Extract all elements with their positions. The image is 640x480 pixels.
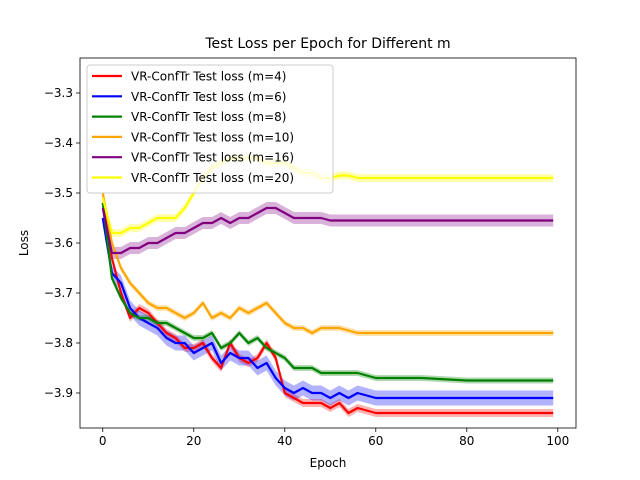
- x-axis-label: Epoch: [310, 456, 347, 470]
- series-line: [101, 206, 554, 255]
- series-band: [102, 210, 554, 406]
- x-tick-label: 80: [459, 434, 474, 448]
- y-axis-label: Loss: [17, 230, 31, 256]
- legend-label: VR-ConfTr Test loss (m=4): [131, 70, 286, 84]
- series-band: [102, 154, 554, 237]
- series-line: [101, 202, 554, 415]
- legend-label: VR-ConfTr Test loss (m=10): [131, 130, 294, 144]
- y-tick-label: −3.6: [44, 236, 73, 250]
- x-tick-label: 20: [186, 434, 201, 448]
- y-tick-label: −3.7: [44, 286, 73, 300]
- y-tick-label: −3.9: [44, 386, 73, 400]
- y-tick-label: −3.3: [44, 86, 73, 100]
- series-line: [101, 192, 554, 335]
- x-tick-label: 0: [99, 434, 107, 448]
- x-tick-label: 60: [368, 434, 383, 448]
- y-tick-label: −3.5: [44, 186, 73, 200]
- chart-title: Test Loss per Epoch for Different m: [204, 36, 450, 52]
- series-band: [102, 202, 554, 259]
- series-line: [101, 217, 554, 400]
- x-axis: 0 20 40 60 80 100: [99, 428, 569, 448]
- x-tick-label: 100: [546, 434, 569, 448]
- legend-label: VR-ConfTr Test loss (m=16): [131, 151, 294, 165]
- legend-box: [86, 64, 334, 194]
- legend-label: VR-ConfTr Test loss (m=20): [131, 171, 294, 185]
- legend-label: VR-ConfTr Test loss (m=6): [131, 90, 286, 104]
- y-tick-label: −3.4: [44, 136, 73, 150]
- series-line: [101, 202, 554, 382]
- y-axis: −3.9 −3.8 −3.7 −3.6 −3.5 −3.4 −3.3: [44, 86, 80, 400]
- legend: VR-ConfTr Test loss (m=4) VR-ConfTr Test …: [86, 64, 334, 194]
- x-tick-label: 40: [277, 434, 292, 448]
- y-tick-label: −3.8: [44, 336, 73, 350]
- legend-label: VR-ConfTr Test loss (m=8): [131, 110, 286, 124]
